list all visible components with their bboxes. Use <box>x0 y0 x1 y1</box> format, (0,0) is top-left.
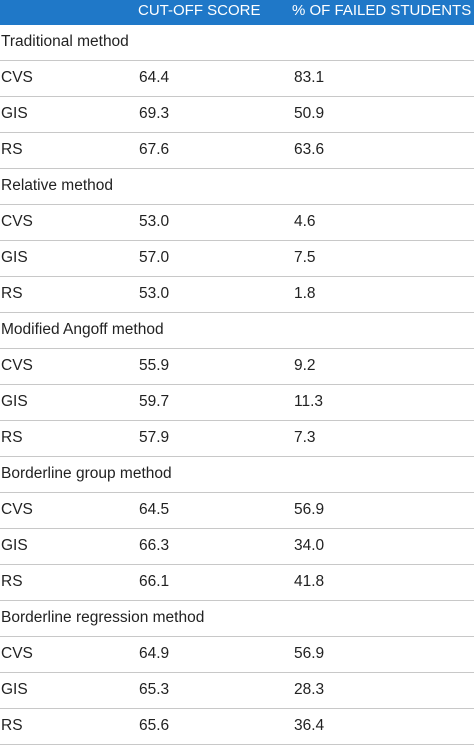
row-label: CVS <box>1 357 33 374</box>
table-row: CVS 55.9 9.2 <box>0 349 474 385</box>
row-label: RS <box>1 573 23 590</box>
table-row: RS 53.0 1.8 <box>0 277 474 313</box>
failed-percent-cell: 4.6 <box>294 213 316 230</box>
section-title: Borderline regression method <box>1 609 205 626</box>
section-title-row: Traditional method <box>0 25 474 61</box>
failed-percent-cell: 50.9 <box>294 105 325 122</box>
cutoff-score-cell: 53.0 <box>139 213 170 230</box>
failed-percent-cell: 1.8 <box>294 285 316 302</box>
table-row: CVS 64.5 56.9 <box>0 493 474 529</box>
row-label: GIS <box>1 105 28 122</box>
section-title-row: Modified Angoff method <box>0 313 474 349</box>
cutoff-score-cell: 53.0 <box>139 285 170 302</box>
row-label: GIS <box>1 681 28 698</box>
cutoff-score-cell: 64.4 <box>139 69 170 86</box>
table-row: CVS 53.0 4.6 <box>0 205 474 241</box>
failed-percent-cell: 36.4 <box>294 717 325 734</box>
failed-percent-cell: 7.3 <box>294 429 316 446</box>
failed-percent-cell: 9.2 <box>294 357 316 374</box>
section-title: Traditional method <box>1 33 129 50</box>
table-row: CVS 64.9 56.9 <box>0 637 474 673</box>
cutoff-score-cell: 67.6 <box>139 141 170 158</box>
table-row: CVS 64.4 83.1 <box>0 61 474 97</box>
row-label: RS <box>1 141 23 158</box>
section-title: Relative method <box>1 177 114 194</box>
table-row: GIS 66.3 34.0 <box>0 529 474 565</box>
row-label: GIS <box>1 249 28 266</box>
table-row: GIS 65.3 28.3 <box>0 673 474 709</box>
section-title-row: Borderline group method <box>0 457 474 493</box>
table-row: GIS 57.0 7.5 <box>0 241 474 277</box>
cutoff-score-cell: 66.3 <box>139 537 170 554</box>
failed-percent-cell: 41.8 <box>294 573 325 590</box>
cutoff-score-cell: 59.7 <box>139 393 170 410</box>
section-title-row: Borderline regression method <box>0 601 474 637</box>
row-label: RS <box>1 285 23 302</box>
table-row: GIS 69.3 50.9 <box>0 97 474 133</box>
failed-percent-cell: 63.6 <box>294 141 325 158</box>
table-row: RS 67.6 63.6 <box>0 133 474 169</box>
section-title: Borderline group method <box>1 465 172 482</box>
table-row: RS 66.1 41.8 <box>0 565 474 601</box>
table-row: GIS 59.7 11.3 <box>0 385 474 421</box>
cutoff-score-cell: 69.3 <box>139 105 170 122</box>
row-label: RS <box>1 717 23 734</box>
cutoff-score-cell: 66.1 <box>139 573 170 590</box>
row-label: CVS <box>1 69 33 86</box>
table-row: RS 65.6 36.4 <box>0 709 474 745</box>
cutoff-score-cell: 55.9 <box>139 357 170 374</box>
cutoff-score-cell: 64.9 <box>139 645 170 662</box>
failed-percent-cell: 34.0 <box>294 537 325 554</box>
failed-percent-cell: 28.3 <box>294 681 325 698</box>
header-failed-students: % OF FAILED STUDENTS <box>292 2 472 19</box>
cutoff-score-cell: 57.9 <box>139 429 170 446</box>
cutoff-score-cell: 65.6 <box>139 717 170 734</box>
failed-percent-cell: 11.3 <box>294 393 324 410</box>
header-cutoff-score: CUT-OFF SCORE <box>138 2 261 19</box>
table-row: RS 57.9 7.3 <box>0 421 474 457</box>
failed-percent-cell: 56.9 <box>294 501 325 518</box>
section-title-row: Relative method <box>0 169 474 205</box>
failed-percent-cell: 7.5 <box>294 249 316 266</box>
row-label: GIS <box>1 537 28 554</box>
cutoff-score-cell: 57.0 <box>139 249 170 266</box>
row-label: CVS <box>1 213 33 230</box>
section-title: Modified Angoff method <box>1 321 164 338</box>
cutoff-score-cell: 65.3 <box>139 681 170 698</box>
row-label: CVS <box>1 501 33 518</box>
row-label: GIS <box>1 393 28 410</box>
failed-percent-cell: 83.1 <box>294 69 325 86</box>
cutoff-score-cell: 64.5 <box>139 501 170 518</box>
table-header: CUT-OFF SCORE % OF FAILED STUDENTS <box>0 0 474 25</box>
row-label: CVS <box>1 645 33 662</box>
row-label: RS <box>1 429 23 446</box>
failed-percent-cell: 56.9 <box>294 645 325 662</box>
